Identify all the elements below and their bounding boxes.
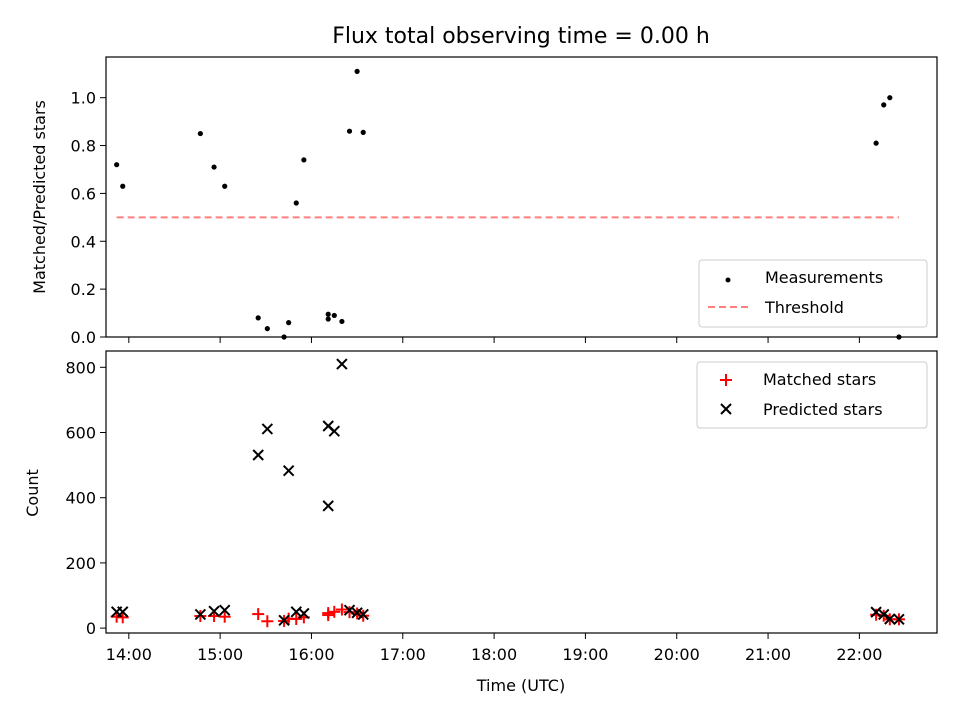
top-legend-box <box>698 259 928 328</box>
y-tick-label: 400 <box>65 489 96 508</box>
bottom-y-axis-label: Count <box>23 469 42 517</box>
legend-measurements-marker <box>725 277 731 283</box>
matched-star-point <box>261 615 274 628</box>
predicted-star-point <box>328 425 341 437</box>
bottom-panel: Count Time (UTC) 0 200 400 600 800 14:00 15:00… <box>23 350 938 695</box>
y-tick-label: 1.0 <box>71 89 96 108</box>
y-tick-label: 200 <box>65 554 96 573</box>
matched-star-point <box>218 610 231 623</box>
predicted-star-point <box>219 604 231 616</box>
measurement-point <box>211 164 217 170</box>
x-axis-label: Time (UTC) <box>476 676 565 695</box>
measurement-point <box>887 95 893 101</box>
measurement-point <box>120 183 126 189</box>
bottom-axes-frame <box>105 350 938 634</box>
matched-star-point <box>328 605 341 618</box>
top-panel: Flux total observing time = 0.00 h Match… <box>30 24 938 347</box>
measurement-point <box>222 183 228 189</box>
legend-matched-label: Matched stars <box>763 370 876 389</box>
x-tick-label: 17:00 <box>380 645 426 664</box>
predicted-star-point <box>252 449 264 461</box>
legend-threshold-label: Threshold <box>764 298 844 317</box>
legend-matched-marker <box>720 374 732 386</box>
measurement-point <box>114 162 120 168</box>
bottom-plot-area: 0 200 400 600 800 14:00 15:00 16:00 17:00 18:00 19… <box>65 358 905 664</box>
y-tick-label: 0.6 <box>71 184 96 203</box>
measurement-point <box>255 315 261 321</box>
x-tick-label: 19:00 <box>562 645 608 664</box>
matched-star-point <box>116 611 129 624</box>
x-tick-label: 18:00 <box>471 645 517 664</box>
top-y-axis-label: Matched/Predicted stars <box>30 100 49 294</box>
x-tick-label: 22:00 <box>836 645 882 664</box>
predicted-star-point <box>117 606 129 618</box>
predicted-star-point <box>884 613 896 625</box>
measurement-point <box>346 128 353 134</box>
predicted-star-point <box>298 607 310 620</box>
bottom-legend-box <box>696 361 928 429</box>
predicted-star-point <box>336 358 348 370</box>
matched-star-point <box>252 608 265 621</box>
x-tick-label: 20:00 <box>654 645 700 664</box>
y-tick-label: 0.4 <box>71 232 96 251</box>
matched-star-point <box>343 606 356 619</box>
y-tick-label: 0.8 <box>71 137 96 156</box>
top-plot-area: 0.0 0.2 0.4 0.6 0.8 1.0 <box>71 68 902 347</box>
measurement-point <box>360 129 366 135</box>
legend-predicted-marker <box>720 403 732 415</box>
measurement-point <box>286 320 292 326</box>
y-tick-label: 0.2 <box>71 280 96 299</box>
measurement-point <box>873 140 879 146</box>
x-tick-label: 15:00 <box>197 645 243 664</box>
y-tick-label: 0.0 <box>71 328 96 347</box>
measurement-point <box>354 68 360 74</box>
matched-star-point <box>194 610 207 623</box>
measurement-point <box>301 157 307 163</box>
top-axes-frame <box>105 56 938 338</box>
predicted-star-point <box>322 500 334 512</box>
measurement-point <box>881 102 887 108</box>
measurement-point <box>264 326 270 332</box>
measurement-point <box>325 311 331 317</box>
measurement-point <box>293 200 299 206</box>
x-tick-label: 14:00 <box>106 645 152 664</box>
measurement-point <box>197 130 203 137</box>
predicted-star-point <box>357 608 369 621</box>
legend-predicted-label: Predicted stars <box>763 400 883 419</box>
predicted-star-point <box>208 605 220 617</box>
y-tick-label: 0 <box>86 619 96 638</box>
x-tick-label: 16:00 <box>288 645 334 664</box>
predicted-star-point <box>893 613 905 626</box>
chart-title: Flux total observing time = 0.00 h <box>332 24 710 49</box>
predicted-star-point <box>194 608 207 621</box>
top-legend: Measurements Threshold <box>698 259 928 328</box>
predicted-star-point <box>343 604 356 616</box>
predicted-star-point <box>261 423 274 435</box>
x-tick-label: 21:00 <box>745 645 791 664</box>
legend-measurements-label: Measurements <box>765 268 883 287</box>
predicted-star-point <box>878 608 890 621</box>
predicted-star-point <box>282 464 295 477</box>
y-tick-label: 800 <box>65 358 96 377</box>
predicted-star-point <box>278 614 290 626</box>
y-tick-label: 600 <box>65 424 96 443</box>
measurement-point <box>325 316 331 322</box>
measurement-point <box>331 312 337 319</box>
bottom-legend: Matched stars Predicted stars <box>696 361 928 429</box>
matched-star-point <box>335 603 348 616</box>
matched-star-point <box>290 612 303 625</box>
measurement-point <box>339 318 345 325</box>
matched-star-point <box>322 607 335 620</box>
